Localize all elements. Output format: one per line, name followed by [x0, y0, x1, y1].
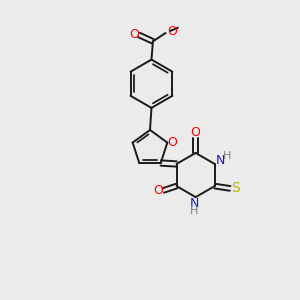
Text: S: S	[232, 182, 240, 195]
Text: N: N	[215, 154, 225, 167]
Text: N: N	[190, 197, 199, 210]
Text: O: O	[129, 28, 139, 41]
Text: O: O	[153, 184, 163, 197]
Text: H: H	[223, 151, 231, 161]
Text: O: O	[191, 126, 201, 139]
Text: O: O	[167, 25, 177, 38]
Text: H: H	[190, 206, 198, 216]
Text: O: O	[168, 136, 178, 149]
